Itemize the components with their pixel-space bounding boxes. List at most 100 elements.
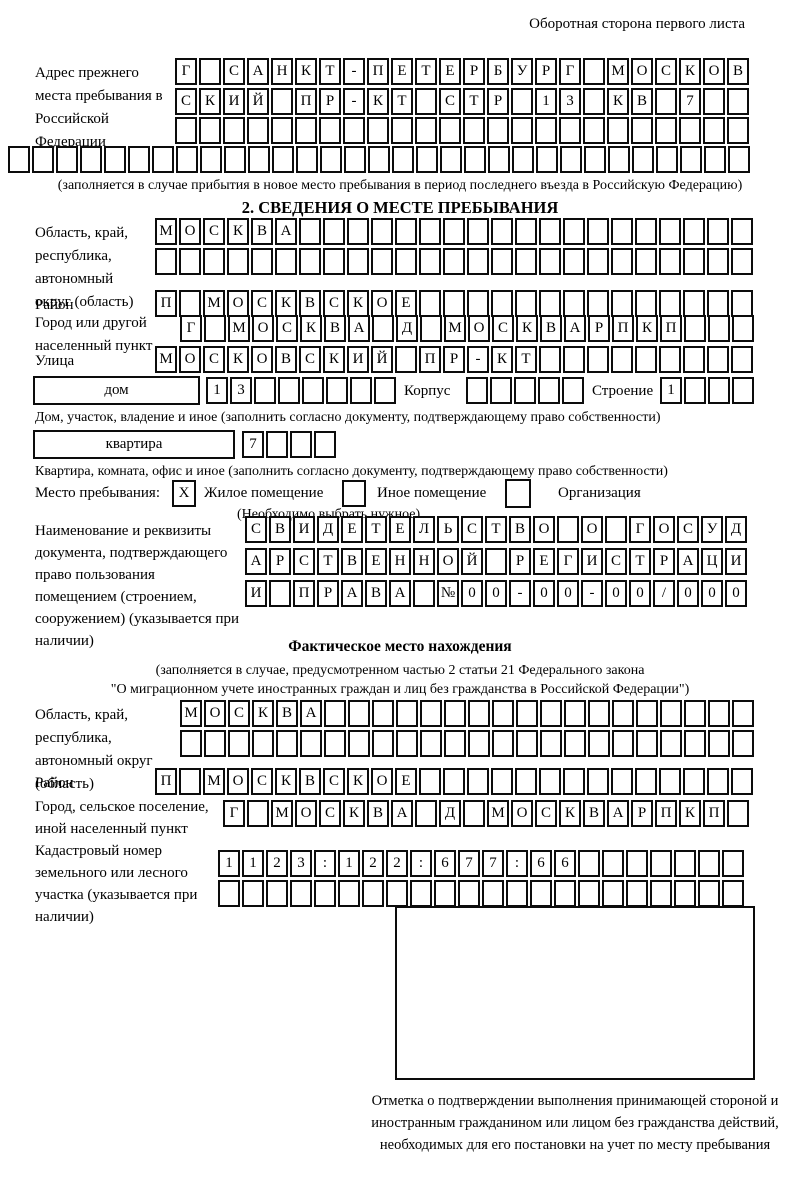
char-box[interactable] (563, 290, 585, 317)
char-box[interactable] (180, 730, 202, 757)
char-box[interactable]: С (492, 315, 514, 342)
char-box[interactable]: К (679, 800, 701, 827)
char-box[interactable] (415, 117, 437, 144)
char-box[interactable] (626, 850, 648, 877)
char-box[interactable] (272, 146, 294, 173)
char-box[interactable]: - (343, 88, 365, 115)
char-box[interactable] (296, 146, 318, 173)
char-box[interactable] (80, 146, 102, 173)
char-box[interactable] (395, 248, 417, 275)
char-box[interactable] (611, 248, 633, 275)
char-box[interactable] (252, 730, 274, 757)
char-box[interactable]: С (323, 768, 345, 795)
char-box[interactable]: С (203, 218, 225, 245)
char-box[interactable] (683, 248, 705, 275)
char-box[interactable] (612, 700, 634, 727)
char-box[interactable] (539, 768, 561, 795)
char-box[interactable] (367, 117, 389, 144)
char-box[interactable]: О (511, 800, 533, 827)
char-box[interactable] (707, 768, 729, 795)
char-box[interactable] (732, 377, 754, 404)
char-box[interactable] (731, 218, 753, 245)
char-box[interactable] (320, 146, 342, 173)
char-box[interactable] (679, 117, 701, 144)
char-box[interactable] (708, 377, 730, 404)
char-box[interactable]: М (180, 700, 202, 727)
char-box[interactable] (731, 346, 753, 373)
char-box[interactable]: 7 (242, 431, 264, 458)
char-box[interactable] (703, 117, 725, 144)
char-box[interactable]: А (275, 218, 297, 245)
char-box[interactable]: С (677, 516, 699, 543)
char-box[interactable] (731, 290, 753, 317)
char-box[interactable] (636, 730, 658, 757)
char-box[interactable]: Р (269, 548, 291, 575)
char-box[interactable] (727, 800, 749, 827)
char-box[interactable] (467, 290, 489, 317)
char-box[interactable] (443, 290, 465, 317)
char-box[interactable] (362, 880, 384, 907)
char-box[interactable] (468, 700, 490, 727)
char-box[interactable] (539, 290, 561, 317)
char-box[interactable] (587, 218, 609, 245)
char-box[interactable] (200, 146, 222, 173)
char-box[interactable]: Г (559, 58, 581, 85)
char-box[interactable] (203, 248, 225, 275)
char-box[interactable] (467, 248, 489, 275)
char-box[interactable]: Т (463, 88, 485, 115)
char-box[interactable]: : (410, 850, 432, 877)
char-box[interactable]: Е (365, 548, 387, 575)
char-box[interactable] (538, 377, 560, 404)
char-box[interactable]: : (314, 850, 336, 877)
char-box[interactable]: 0 (605, 580, 627, 607)
char-box[interactable] (347, 218, 369, 245)
char-box[interactable]: К (199, 88, 221, 115)
char-box[interactable]: О (468, 315, 490, 342)
char-box[interactable]: С (439, 88, 461, 115)
char-box[interactable] (659, 346, 681, 373)
char-box[interactable]: М (228, 315, 250, 342)
char-box[interactable]: С (175, 88, 197, 115)
char-box[interactable] (444, 730, 466, 757)
char-box[interactable] (266, 431, 288, 458)
char-box[interactable]: К (679, 58, 701, 85)
char-box[interactable] (371, 248, 393, 275)
char-box[interactable] (247, 117, 269, 144)
char-box[interactable] (659, 768, 681, 795)
char-box[interactable] (488, 146, 510, 173)
char-box[interactable] (179, 290, 201, 317)
char-box[interactable] (490, 377, 512, 404)
char-box[interactable] (485, 548, 507, 575)
char-box[interactable]: У (511, 58, 533, 85)
char-box[interactable] (554, 880, 576, 907)
char-box[interactable]: Д (396, 315, 418, 342)
char-box[interactable]: О (437, 548, 459, 575)
char-box[interactable]: В (251, 218, 273, 245)
char-box[interactable] (636, 700, 658, 727)
char-box[interactable]: И (293, 516, 315, 543)
char-box[interactable]: С (251, 768, 273, 795)
char-box[interactable] (420, 730, 442, 757)
char-box[interactable]: 7 (679, 88, 701, 115)
char-box[interactable] (176, 146, 198, 173)
other-premises-checkbox[interactable] (342, 480, 366, 507)
char-box[interactable]: 1 (206, 377, 228, 404)
char-box[interactable] (32, 146, 54, 173)
char-box[interactable] (247, 800, 269, 827)
char-box[interactable]: П (612, 315, 634, 342)
char-box[interactable]: С (203, 346, 225, 373)
char-box[interactable]: К (323, 346, 345, 373)
char-box[interactable] (56, 146, 78, 173)
char-box[interactable]: Й (247, 88, 269, 115)
char-box[interactable] (302, 377, 324, 404)
char-box[interactable] (443, 218, 465, 245)
char-box[interactable] (463, 800, 485, 827)
char-box[interactable]: В (540, 315, 562, 342)
char-box[interactable] (323, 248, 345, 275)
char-box[interactable]: 0 (533, 580, 555, 607)
char-box[interactable] (515, 290, 537, 317)
char-box[interactable] (683, 290, 705, 317)
char-box[interactable]: 2 (266, 850, 288, 877)
char-box[interactable] (684, 315, 706, 342)
char-box[interactable] (242, 880, 264, 907)
